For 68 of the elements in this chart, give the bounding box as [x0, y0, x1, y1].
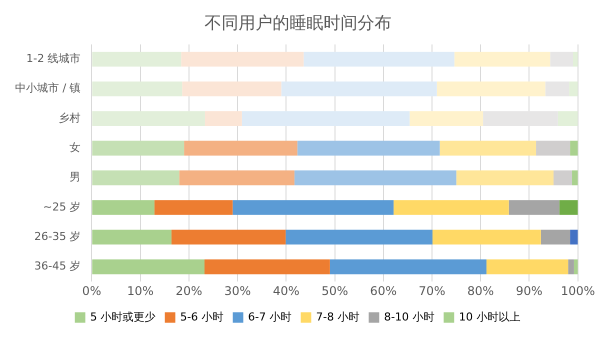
bar	[572, 52, 578, 67]
x-tick-label: 90%	[516, 284, 543, 298]
legend-label: 10 小时以上	[458, 310, 520, 324]
bar	[294, 170, 456, 186]
legend-label: 8-10 小时	[384, 310, 434, 324]
bar	[92, 140, 184, 156]
bar	[181, 52, 304, 67]
bar	[558, 111, 578, 126]
x-tick-label: 0%	[82, 284, 102, 298]
legend-label: 5 小时或更少	[90, 310, 156, 324]
bar	[297, 140, 440, 156]
bar	[545, 81, 570, 96]
bar	[281, 81, 437, 96]
y-tick-label: 中小城市 / 镇	[14, 82, 81, 95]
bar	[568, 259, 574, 274]
bar	[550, 52, 573, 67]
y-tick-label: 1-2 线城市	[26, 52, 81, 66]
bar	[242, 111, 410, 126]
bar	[508, 200, 560, 215]
bar	[92, 81, 182, 96]
x-tick-label: 60%	[370, 284, 397, 298]
bar	[436, 81, 546, 96]
x-tick-label: 50%	[321, 284, 348, 298]
bar	[204, 259, 330, 274]
y-tick-label: 26-35 岁	[34, 230, 81, 243]
bar	[440, 140, 536, 156]
bar	[182, 81, 282, 96]
bar	[171, 230, 286, 245]
bar	[232, 200, 394, 215]
x-tick-label: 30%	[224, 284, 251, 298]
bar	[92, 170, 180, 186]
bar	[330, 259, 486, 274]
y-tick-label: 乡村	[58, 111, 81, 124]
bar	[304, 52, 454, 67]
y-tick-label: 36-45 岁	[34, 260, 81, 273]
bar	[92, 111, 205, 126]
y-tick-label: 男	[70, 170, 81, 184]
bar	[154, 200, 233, 215]
bar	[432, 230, 541, 245]
chart-title: 不同用户的睡眠时间分布	[204, 14, 392, 34]
bar	[483, 111, 558, 126]
bar	[454, 52, 550, 67]
x-tick-label: 10%	[126, 284, 154, 298]
bar	[554, 170, 572, 186]
x-tick-label: 80%	[467, 284, 494, 298]
bar	[486, 259, 568, 274]
legend-label: 5-6 小时	[180, 310, 224, 324]
x-tick-label: 20%	[176, 284, 202, 298]
bar	[540, 230, 570, 245]
legend-label: 7-8 小时	[316, 310, 360, 324]
bar	[410, 111, 484, 126]
bar	[536, 140, 570, 156]
bar	[570, 230, 578, 245]
bar	[184, 140, 298, 156]
bar	[204, 111, 242, 126]
x-tick-label: 40%	[272, 284, 300, 298]
bar	[394, 200, 509, 215]
x-tick-label: 100%	[560, 284, 596, 298]
bar	[286, 230, 432, 245]
bar	[569, 81, 578, 96]
bar	[179, 170, 294, 186]
y-tick-label: 女	[70, 141, 81, 154]
x-tick-label: 70%	[418, 284, 446, 298]
bar	[559, 200, 578, 215]
y-tick-label: ~25 岁	[42, 200, 81, 214]
bar	[456, 170, 554, 186]
bar	[92, 52, 182, 67]
legend-label: 6-7 小时	[248, 310, 292, 324]
